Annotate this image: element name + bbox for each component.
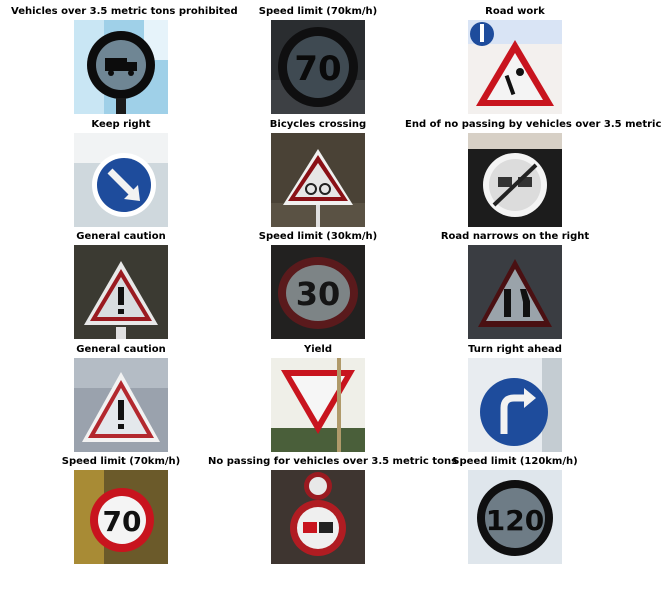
speed-70-sign-icon: 70 (271, 20, 365, 114)
speed-30-sign-icon: 30 (271, 245, 365, 339)
no-passing-trucks-sign-icon (271, 470, 365, 564)
general-caution-sign-icon (74, 358, 168, 452)
sign-image (271, 133, 365, 227)
sign-image (271, 358, 365, 452)
speed-120-sign-icon: 120 (468, 470, 562, 564)
panel-title: Bicycles crossing (269, 119, 367, 130)
keep-right-sign-icon (74, 133, 168, 227)
panel-title: Road work (485, 6, 545, 17)
sign-image: 70 (271, 20, 365, 114)
sign-image (468, 20, 562, 114)
bicycles-crossing-sign-icon (271, 133, 365, 227)
sign-image (468, 358, 562, 452)
panel-title: Vehicles over 3.5 metric tons prohibited (11, 6, 238, 17)
svg-text:70: 70 (294, 49, 341, 89)
yield-sign-icon (271, 358, 365, 452)
sign-image (74, 20, 168, 114)
sign-image (74, 245, 168, 339)
sign-image (74, 358, 168, 452)
svg-text:70: 70 (103, 505, 142, 538)
general-caution-sign-icon (74, 245, 168, 339)
speed-70-sign-icon: 70 (74, 470, 168, 564)
panel-title: General caution (76, 344, 166, 355)
sign-image: 120 (468, 470, 562, 564)
panel-title: Road narrows on the right (440, 231, 590, 242)
panel-title: Yield (303, 344, 333, 355)
panel-title: No passing for vehicles over 3.5 metric … (208, 456, 458, 467)
sign-image (468, 245, 562, 339)
panel-title: Keep right (91, 119, 151, 130)
panel-title: Speed limit (120km/h) (452, 456, 578, 467)
end-no-passing-trucks-sign-icon (468, 133, 562, 227)
panel-title: General caution (76, 231, 166, 242)
panel-title: Speed limit (70km/h) (258, 6, 378, 17)
road-work-sign-icon (468, 20, 562, 114)
panel-title: Speed limit (30km/h) (258, 231, 378, 242)
sign-image: 30 (271, 245, 365, 339)
sign-image (74, 133, 168, 227)
turn-right-ahead-sign-icon (468, 358, 562, 452)
svg-text:120: 120 (486, 504, 544, 537)
panel-title: Speed limit (70km/h) (61, 456, 181, 467)
panel-title: Turn right ahead (468, 344, 562, 355)
truck-prohibited-sign-icon (74, 20, 168, 114)
road-narrows-right-sign-icon (468, 245, 562, 339)
sign-image: 70 (74, 470, 168, 564)
sign-image (468, 133, 562, 227)
svg-text:30: 30 (296, 275, 341, 313)
panel-title: End of no passing by vehicles over 3.5 m… (405, 119, 664, 130)
sign-image (271, 470, 365, 564)
